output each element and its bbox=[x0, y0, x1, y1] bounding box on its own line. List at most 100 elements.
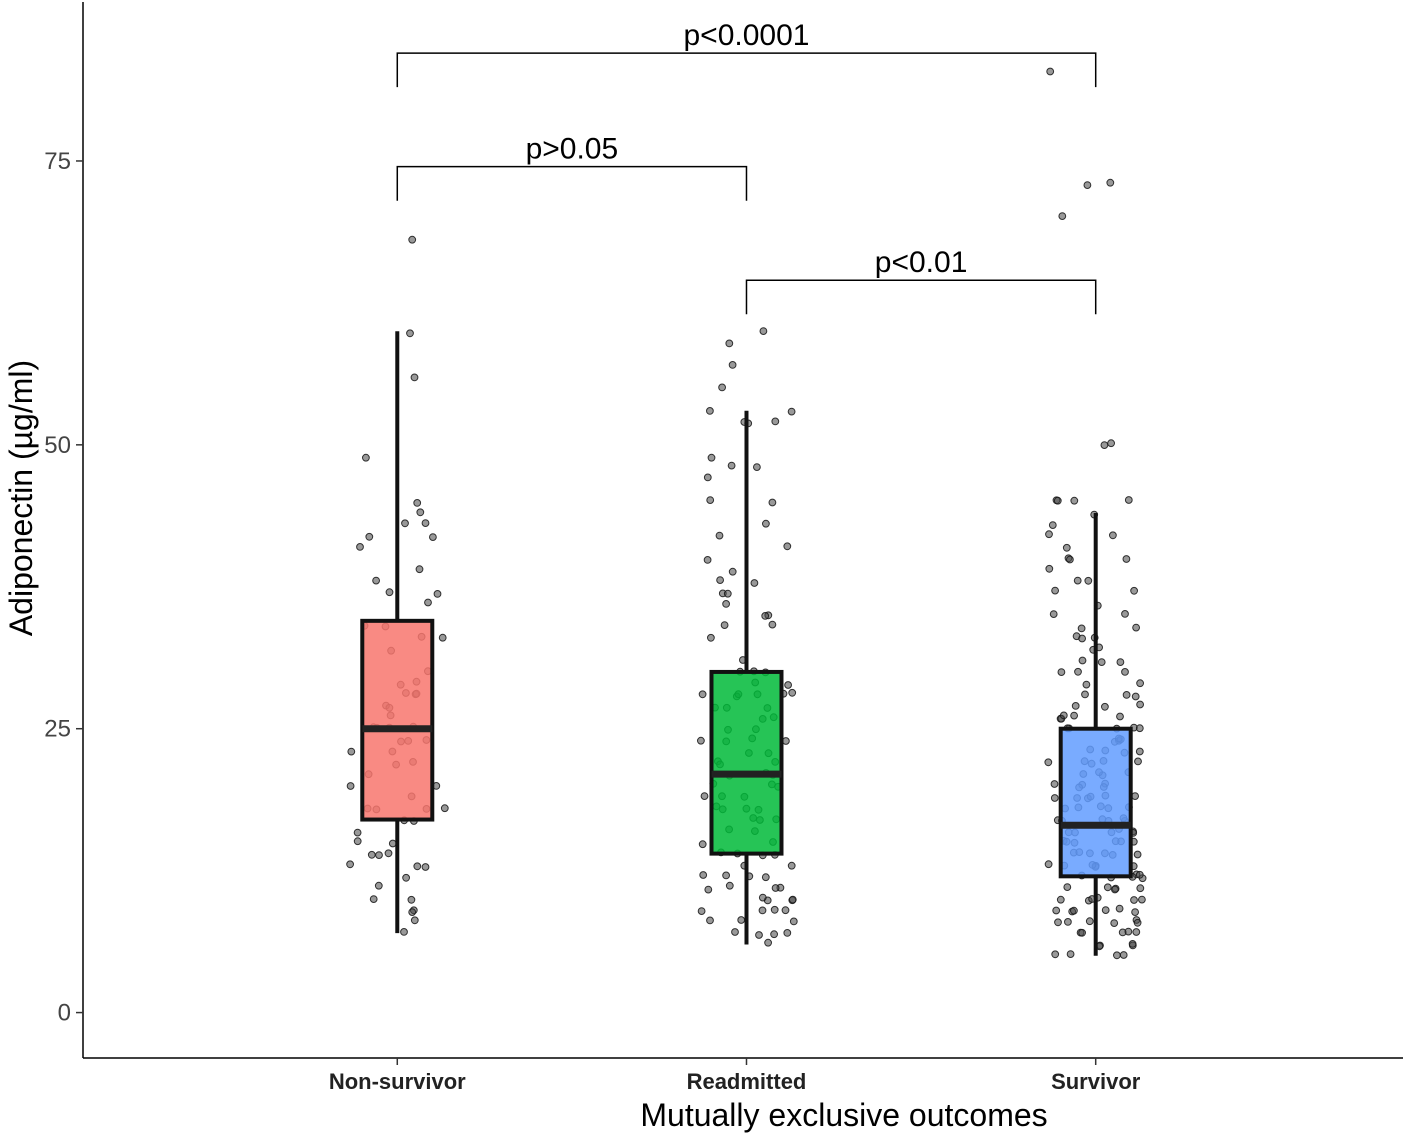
data-point bbox=[789, 917, 798, 926]
p-value-label: p<0.01 bbox=[875, 246, 968, 279]
data-point bbox=[1077, 624, 1086, 633]
data-point bbox=[1063, 883, 1072, 891]
data-point bbox=[1135, 724, 1144, 733]
data-point bbox=[699, 871, 708, 879]
data-point bbox=[1122, 555, 1131, 563]
x-tick-label: Non-survivor bbox=[329, 1069, 466, 1094]
data-point bbox=[722, 871, 730, 880]
data-point bbox=[707, 633, 715, 642]
data-point bbox=[1131, 908, 1139, 916]
data-point bbox=[1134, 757, 1142, 766]
data-point bbox=[762, 519, 770, 528]
data-point bbox=[698, 690, 707, 699]
box-non-survivor bbox=[360, 618, 435, 822]
data-point bbox=[737, 916, 746, 924]
data-point bbox=[1046, 67, 1055, 76]
data-point bbox=[1107, 439, 1115, 448]
data-point bbox=[716, 576, 724, 584]
data-point bbox=[1054, 918, 1062, 927]
data-point bbox=[723, 589, 732, 598]
data-point bbox=[755, 931, 763, 939]
data-point bbox=[421, 519, 430, 527]
data-point bbox=[697, 907, 706, 915]
data-point bbox=[783, 542, 792, 551]
data-point bbox=[1116, 658, 1125, 666]
data-point bbox=[375, 851, 383, 859]
data-point bbox=[401, 519, 409, 528]
data-point bbox=[1130, 586, 1138, 595]
y-axis-title: Adiponectin (µg/ml) bbox=[3, 360, 39, 636]
data-point bbox=[402, 873, 411, 882]
data-point bbox=[1045, 564, 1054, 573]
data-point bbox=[1132, 928, 1141, 936]
data-point bbox=[706, 496, 715, 505]
data-point bbox=[362, 453, 370, 462]
data-point bbox=[372, 576, 381, 585]
data-point bbox=[1070, 711, 1078, 720]
data-point bbox=[1083, 181, 1092, 190]
data-point bbox=[369, 895, 378, 903]
data-point bbox=[770, 905, 779, 914]
data-point bbox=[771, 417, 780, 426]
data-point bbox=[1082, 680, 1091, 689]
data-point bbox=[1059, 711, 1068, 720]
data-point bbox=[365, 532, 374, 541]
bracket-line bbox=[396, 52, 1097, 88]
data-point bbox=[753, 463, 761, 472]
data-point bbox=[703, 556, 712, 564]
data-point bbox=[758, 893, 767, 902]
data-point bbox=[1128, 940, 1137, 948]
data-point bbox=[406, 329, 414, 338]
data-point bbox=[728, 567, 737, 576]
data-point bbox=[1136, 679, 1144, 688]
data-point bbox=[1085, 917, 1094, 926]
data-point bbox=[707, 453, 716, 462]
data-point bbox=[1136, 700, 1144, 709]
data-point bbox=[788, 688, 797, 697]
data-point bbox=[698, 840, 707, 849]
data-point bbox=[1106, 178, 1115, 187]
data-point bbox=[1070, 906, 1078, 915]
data-point bbox=[1131, 792, 1139, 800]
data-point bbox=[725, 339, 734, 348]
data-point bbox=[1132, 623, 1140, 632]
data-point bbox=[400, 928, 408, 936]
p-value-label: p<0.0001 bbox=[684, 19, 810, 52]
data-point bbox=[429, 533, 437, 541]
data-point bbox=[1056, 895, 1065, 904]
data-point bbox=[764, 938, 772, 947]
data-point bbox=[1138, 895, 1146, 904]
data-point bbox=[1049, 610, 1058, 618]
y-tick-label: 50 bbox=[44, 432, 71, 459]
data-point bbox=[706, 916, 714, 925]
data-point bbox=[346, 782, 355, 790]
axis-labels: Adiponectin (µg/ml) Mutually exclusive o… bbox=[3, 360, 1048, 1133]
data-point bbox=[697, 736, 705, 745]
data-point bbox=[1121, 668, 1129, 676]
data-point bbox=[783, 929, 792, 937]
data-point bbox=[1135, 747, 1144, 756]
data-point bbox=[413, 499, 422, 507]
data-point bbox=[731, 928, 739, 936]
data-point bbox=[384, 849, 393, 858]
data-point bbox=[1110, 919, 1119, 927]
data-point bbox=[353, 837, 362, 846]
data-point bbox=[1045, 530, 1053, 539]
data-point bbox=[421, 863, 430, 871]
data-point bbox=[407, 895, 416, 904]
data-point bbox=[1133, 850, 1142, 859]
data-point bbox=[1121, 610, 1129, 618]
data-point bbox=[1044, 758, 1053, 767]
data-point bbox=[1131, 692, 1140, 701]
data-point bbox=[700, 792, 709, 800]
data-point bbox=[1124, 927, 1133, 936]
data-point bbox=[353, 828, 362, 837]
x-tick-label: Survivor bbox=[1051, 1069, 1141, 1094]
data-point bbox=[356, 543, 364, 551]
data-point bbox=[1097, 658, 1106, 666]
data-point bbox=[1051, 950, 1060, 959]
data-point bbox=[704, 885, 713, 894]
data-point bbox=[718, 383, 726, 392]
data-point bbox=[1115, 904, 1124, 913]
data-point bbox=[1122, 691, 1131, 699]
